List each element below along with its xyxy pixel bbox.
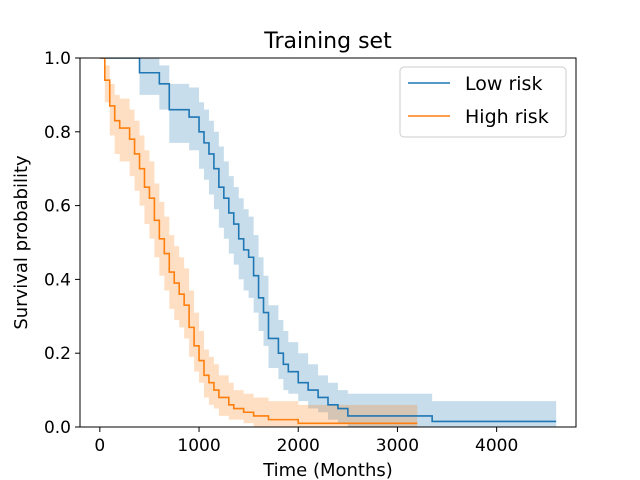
y-tick-label: 0.4 bbox=[44, 270, 71, 290]
legend-box bbox=[399, 66, 567, 138]
y-tick-label: 0.8 bbox=[44, 123, 71, 143]
y-tick-label: 0.6 bbox=[44, 197, 71, 217]
high-risk-legend-label: High risk bbox=[465, 106, 549, 128]
x-tick-label: 0 bbox=[94, 436, 105, 456]
y-axis-ticks: 0.0 0.2 0.4 0.6 0.8 1.0 bbox=[44, 49, 80, 438]
y-tick-label: 1.0 bbox=[44, 49, 71, 69]
x-tick-label: 4000 bbox=[475, 436, 518, 456]
high-risk-confidence-band bbox=[99, 58, 418, 427]
x-axis-ticks: 0 1000 2000 3000 4000 bbox=[94, 427, 518, 456]
low-risk-curve bbox=[99, 58, 557, 423]
low-risk-legend-label: Low risk bbox=[465, 73, 542, 95]
y-axis-label: Survival probability bbox=[11, 155, 32, 330]
low-risk-confidence-band bbox=[99, 58, 557, 427]
x-tick-label: 3000 bbox=[376, 436, 419, 456]
legend: Low risk High risk bbox=[399, 66, 567, 138]
chart-title: Training set bbox=[263, 29, 392, 54]
x-tick-label: 2000 bbox=[277, 436, 320, 456]
x-axis-label: Time (Months) bbox=[262, 460, 393, 480]
high-risk-curve bbox=[99, 58, 418, 425]
y-tick-label: 0.2 bbox=[44, 344, 71, 364]
y-tick-label: 0.0 bbox=[44, 418, 71, 438]
plot-frame bbox=[79, 57, 577, 428]
survival-curves bbox=[99, 58, 557, 425]
confidence-bands bbox=[99, 58, 557, 427]
x-tick-label: 1000 bbox=[177, 436, 220, 456]
